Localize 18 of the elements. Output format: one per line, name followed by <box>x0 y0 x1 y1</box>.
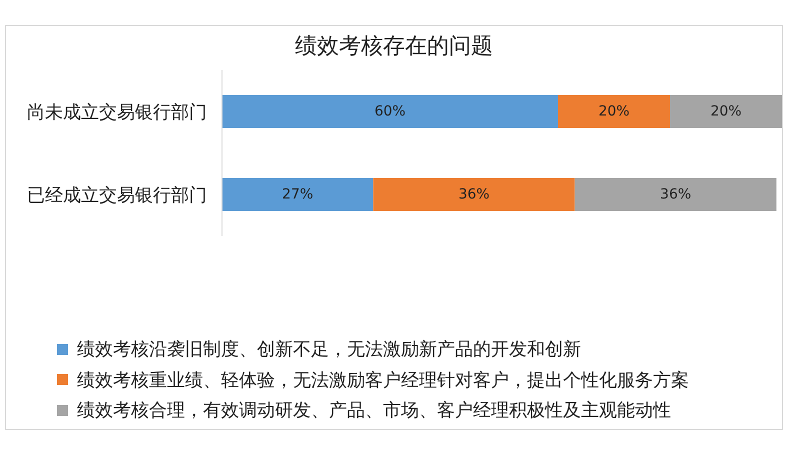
bar <box>222 178 374 211</box>
bar <box>558 95 670 128</box>
y-tick-label: 尚未成立交易银行部门 <box>27 102 207 123</box>
data-label: 36% <box>458 186 490 202</box>
data-label: 60% <box>374 104 406 120</box>
data-label: 36% <box>660 186 692 202</box>
bar <box>670 95 782 128</box>
data-label: 20% <box>710 104 742 120</box>
legend-label: 绩效考核沿袭旧制度、创新不足，无法激励新产品的开发和创新 <box>77 338 581 362</box>
bar <box>574 178 776 211</box>
legend-label: 绩效考核重业绩、轻体验，无法激励客户经理针对客户，提出个性化服务方案 <box>77 368 689 392</box>
data-label: 20% <box>598 104 630 120</box>
chart-title: 绩效考核存在的问题 <box>294 33 494 61</box>
bar <box>222 95 558 128</box>
y-tick-label: 已经成立交易银行部门 <box>27 184 207 206</box>
bar <box>373 178 575 211</box>
legend-label: 绩效考核合理，有效调动研发、产品、市场、客户经理积极性及主观能动性 <box>77 399 671 422</box>
data-label: 27% <box>282 186 314 202</box>
